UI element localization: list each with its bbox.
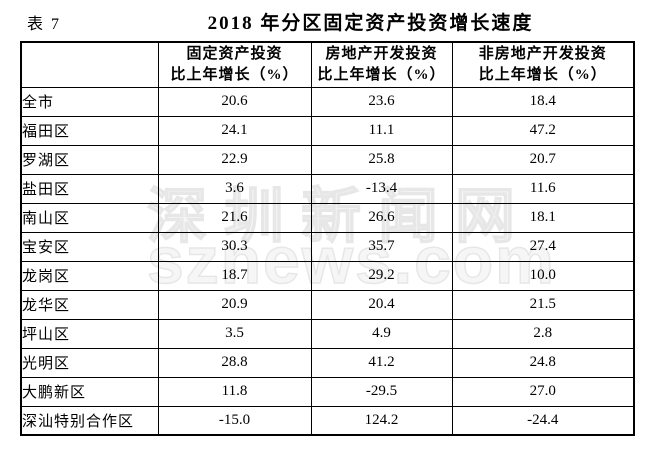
value-cell: 26.6 bbox=[310, 202, 453, 233]
row-label: 宝安区 bbox=[20, 231, 159, 262]
value-cell: 3.5 bbox=[157, 318, 312, 349]
value-cell: 4.9 bbox=[310, 318, 453, 349]
value-cell: 47.2 bbox=[451, 115, 635, 146]
table-row: 罗湖区 22.9 25.8 20.7 bbox=[20, 144, 635, 175]
table-number-label: 表 7 bbox=[27, 16, 62, 33]
data-table: 固定资产投资 比上年增长（%） 房地产开发投资 比上年增长（%） 非房地产开发投… bbox=[20, 41, 635, 436]
value-cell: -29.5 bbox=[310, 376, 453, 407]
value-cell: 35.7 bbox=[310, 231, 453, 262]
row-label: 深汕特别合作区 bbox=[20, 405, 159, 436]
value-cell: 2.8 bbox=[451, 318, 635, 349]
row-label: 盐田区 bbox=[20, 173, 159, 204]
row-label: 坪山区 bbox=[20, 318, 159, 349]
header-line: 比上年增长（%） bbox=[478, 66, 607, 83]
row-label: 全市 bbox=[20, 86, 159, 117]
row-label: 福田区 bbox=[20, 115, 159, 146]
header-line: 比上年增长（%） bbox=[317, 66, 446, 83]
value-cell: 41.2 bbox=[310, 347, 453, 378]
value-cell: 24.1 bbox=[157, 115, 312, 146]
row-label: 罗湖区 bbox=[20, 144, 159, 175]
table-row: 盐田区 3.6 -13.4 11.6 bbox=[20, 173, 635, 204]
value-cell: 27.0 bbox=[451, 376, 635, 407]
value-cell: 11.8 bbox=[157, 376, 312, 407]
value-cell: 24.8 bbox=[451, 347, 635, 378]
table-row: 光明区 28.8 41.2 24.8 bbox=[20, 347, 635, 378]
value-cell: -13.4 bbox=[310, 173, 453, 204]
value-cell: 25.8 bbox=[310, 144, 453, 175]
corner-cell bbox=[20, 41, 159, 88]
table-row: 全市 20.6 23.6 18.4 bbox=[20, 86, 635, 117]
value-cell: 21.6 bbox=[157, 202, 312, 233]
column-header-non-real-estate: 非房地产开发投资 比上年增长（%） bbox=[451, 41, 635, 88]
investment-growth-table: 固定资产投资 比上年增长（%） 房地产开发投资 比上年增长（%） 非房地产开发投… bbox=[20, 41, 635, 436]
value-cell: -24.4 bbox=[451, 405, 635, 436]
row-label: 南山区 bbox=[20, 202, 159, 233]
row-label: 光明区 bbox=[20, 347, 159, 378]
page-title: 2018 年分区固定资产投资增长速度 bbox=[207, 13, 534, 34]
table-row: 龙岗区 18.7 29.2 10.0 bbox=[20, 260, 635, 291]
value-cell: 18.4 bbox=[451, 86, 635, 117]
value-cell: 11.1 bbox=[310, 115, 453, 146]
value-cell: 22.9 bbox=[157, 144, 312, 175]
header-line: 固定资产投资 bbox=[186, 45, 283, 62]
column-header-fixed-asset: 固定资产投资 比上年增长（%） bbox=[157, 41, 312, 88]
table-row: 宝安区 30.3 35.7 27.4 bbox=[20, 231, 635, 262]
value-cell: 20.9 bbox=[157, 289, 312, 320]
value-cell: 3.6 bbox=[157, 173, 312, 204]
table-row: 龙华区 20.9 20.4 21.5 bbox=[20, 289, 635, 320]
header-line: 非房地产开发投资 bbox=[478, 45, 607, 62]
table-header-row: 固定资产投资 比上年增长（%） 房地产开发投资 比上年增长（%） 非房地产开发投… bbox=[20, 41, 635, 88]
value-cell: 23.6 bbox=[310, 86, 453, 117]
header-line: 房地产开发投资 bbox=[325, 45, 438, 62]
row-label: 大鹏新区 bbox=[20, 376, 159, 407]
value-cell: 28.8 bbox=[157, 347, 312, 378]
table-row: 南山区 21.6 26.6 18.1 bbox=[20, 202, 635, 233]
value-cell: 20.4 bbox=[310, 289, 453, 320]
table-row: 大鹏新区 11.8 -29.5 27.0 bbox=[20, 376, 635, 407]
value-cell: 124.2 bbox=[310, 405, 453, 436]
value-cell: 20.7 bbox=[451, 144, 635, 175]
value-cell: -15.0 bbox=[157, 405, 312, 436]
value-cell: 21.5 bbox=[451, 289, 635, 320]
value-cell: 30.3 bbox=[157, 231, 312, 262]
value-cell: 27.4 bbox=[451, 231, 635, 262]
table-row: 坪山区 3.5 4.9 2.8 bbox=[20, 318, 635, 349]
value-cell: 18.1 bbox=[451, 202, 635, 233]
column-header-real-estate: 房地产开发投资 比上年增长（%） bbox=[310, 41, 453, 88]
row-label: 龙华区 bbox=[20, 289, 159, 320]
value-cell: 18.7 bbox=[157, 260, 312, 291]
value-cell: 29.2 bbox=[310, 260, 453, 291]
row-label: 龙岗区 bbox=[20, 260, 159, 291]
header-line: 比上年增长（%） bbox=[170, 66, 299, 83]
table-row: 福田区 24.1 11.1 47.2 bbox=[20, 115, 635, 146]
value-cell: 10.0 bbox=[451, 260, 635, 291]
value-cell: 20.6 bbox=[157, 86, 312, 117]
value-cell: 11.6 bbox=[451, 173, 635, 204]
table-row: 深汕特别合作区 -15.0 124.2 -24.4 bbox=[20, 405, 635, 436]
